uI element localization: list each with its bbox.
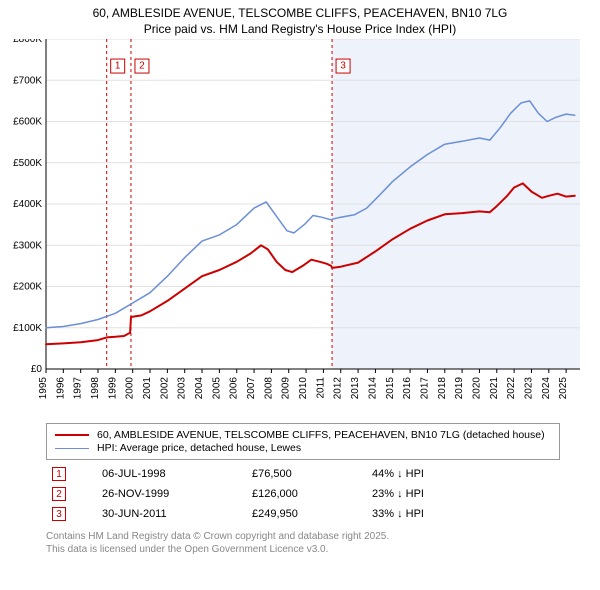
footer-line-1: Contains HM Land Registry data © Crown c… [46, 531, 389, 542]
x-tick-label: 2001 [142, 377, 153, 400]
x-tick-label: 2005 [211, 377, 222, 400]
marker-price: £126,000 [246, 484, 366, 504]
callout-number: 3 [340, 61, 346, 72]
title-line-2: Price paid vs. HM Land Registry's House … [144, 22, 456, 36]
x-tick-label: 2004 [194, 377, 205, 400]
y-tick-label: £800K [13, 39, 42, 45]
x-tick-label: 2024 [541, 377, 552, 400]
marker-num-cell: 2 [46, 484, 96, 504]
marker-row: 1 06-JUL-1998£76,50044% ↓ HPI [46, 464, 560, 484]
x-tick-label: 2014 [367, 377, 378, 400]
y-tick-label: £200K [13, 282, 42, 293]
x-tick-label: 2010 [298, 377, 309, 400]
sale-markers-table: 1 06-JUL-1998£76,50044% ↓ HPI 2 26-NOV-1999… [46, 464, 560, 524]
x-tick-label: 2003 [177, 377, 188, 400]
marker-row: 2 26-NOV-1999£126,00023% ↓ HPI [46, 484, 560, 504]
y-tick-label: £100K [13, 323, 42, 334]
marker-number: 3 [52, 507, 66, 521]
legend: 60, AMBLESIDE AVENUE, TELSCOMBE CLIFFS, … [46, 423, 560, 460]
marker-delta: 23% ↓ HPI [366, 484, 560, 504]
marker-delta: 33% ↓ HPI [366, 504, 560, 524]
marker-row: 3 30-JUN-2011£249,95033% ↓ HPI [46, 504, 560, 524]
line-chart-svg: £0 £100K £200K £300K £400K £500K £600K £700K £80… [0, 39, 600, 417]
x-tick-label: 2006 [229, 377, 240, 400]
x-tick-label: 2018 [437, 377, 448, 400]
x-tick-label: 2021 [489, 377, 500, 400]
chart-title: 60, AMBLESIDE AVENUE, TELSCOMBE CLIFFS, … [0, 0, 600, 39]
footer-line-2: This data is licensed under the Open Gov… [46, 544, 328, 555]
legend-item: HPI: Average price, detached house, Lewe… [55, 442, 551, 454]
x-tick-label: 2022 [506, 377, 517, 400]
marker-date: 26-NOV-1999 [96, 484, 246, 504]
y-tick-label: £500K [13, 158, 42, 169]
marker-delta: 44% ↓ HPI [366, 464, 560, 484]
marker-num-cell: 3 [46, 504, 96, 524]
x-tick-label: 1999 [107, 377, 118, 400]
x-tick-label: 1997 [73, 377, 84, 400]
chart-plot-area: £0 £100K £200K £300K £400K £500K £600K £700K £80… [0, 39, 600, 417]
x-tick-label: 2009 [281, 377, 292, 400]
legend-swatch [55, 434, 89, 436]
legend-label: 60, AMBLESIDE AVENUE, TELSCOMBE CLIFFS, … [97, 429, 545, 441]
x-tick-label: 2025 [558, 377, 569, 400]
x-tick-label: 2011 [315, 377, 326, 399]
y-tick-label: £700K [13, 75, 42, 86]
marker-num-cell: 1 [46, 464, 96, 484]
marker-number: 2 [52, 487, 66, 501]
y-tick-label: £400K [13, 199, 42, 210]
x-tick-label: 2007 [246, 377, 257, 400]
legend-item: 60, AMBLESIDE AVENUE, TELSCOMBE CLIFFS, … [55, 429, 551, 441]
legend-label: HPI: Average price, detached house, Lewe… [97, 442, 301, 454]
x-tick-label: 2015 [385, 377, 396, 400]
legend-swatch [55, 448, 89, 449]
x-tick-label: 2017 [419, 377, 430, 400]
callout-number: 1 [115, 61, 121, 72]
x-tick-label: 2008 [263, 377, 274, 400]
title-line-1: 60, AMBLESIDE AVENUE, TELSCOMBE CLIFFS, … [93, 6, 508, 20]
marker-price: £76,500 [246, 464, 366, 484]
x-tick-label: 2002 [159, 377, 170, 400]
x-tick-label: 2016 [402, 377, 413, 400]
y-tick-label: £300K [13, 240, 42, 251]
y-tick-label: £0 [31, 364, 43, 375]
attribution-footer: Contains HM Land Registry data © Crown c… [46, 530, 560, 556]
x-tick-label: 2013 [350, 377, 361, 400]
x-tick-label: 2019 [454, 377, 465, 400]
marker-date: 30-JUN-2011 [96, 504, 246, 524]
x-tick-label: 1995 [38, 377, 49, 400]
x-tick-label: 1998 [90, 377, 101, 400]
callout-number: 2 [139, 61, 145, 72]
x-tick-label: 2012 [333, 377, 344, 400]
x-tick-label: 1996 [55, 377, 66, 400]
x-tick-label: 2023 [523, 377, 534, 400]
chart-container: 60, AMBLESIDE AVENUE, TELSCOMBE CLIFFS, … [0, 0, 600, 590]
marker-number: 1 [52, 467, 66, 481]
marker-price: £249,950 [246, 504, 366, 524]
y-tick-label: £600K [13, 117, 42, 128]
x-tick-label: 2020 [471, 377, 482, 400]
marker-date: 06-JUL-1998 [96, 464, 246, 484]
x-tick-label: 2000 [125, 377, 136, 400]
